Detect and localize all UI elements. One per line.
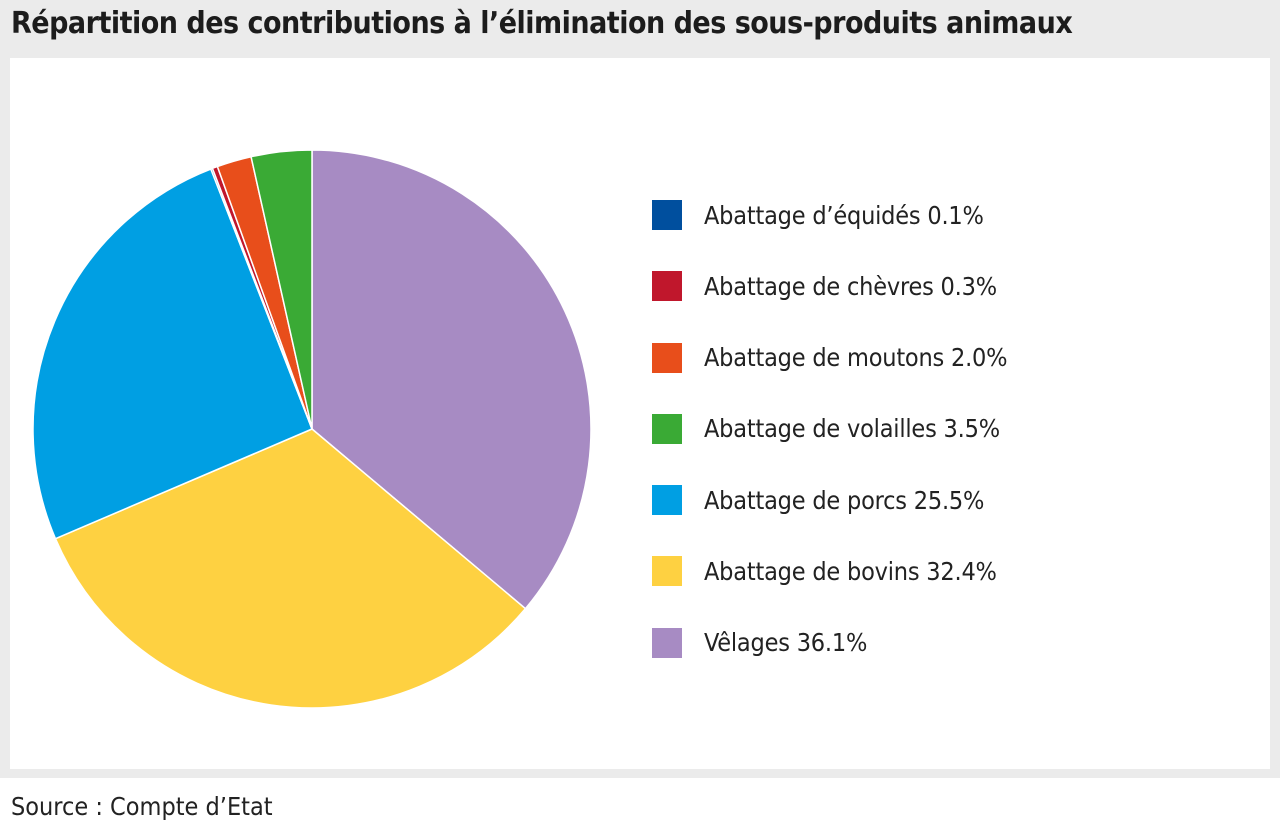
legend-item-abattage-de-moutons: Abattage de moutons 2.0% — [652, 340, 1008, 376]
pie-slice-velages — [311, 149, 592, 610]
pie-slice-abattage-de-bovins — [54, 428, 527, 709]
source-note: Source : Compte d’Etat — [11, 792, 273, 821]
chart-frame: Répartition des contributions à l’élimin… — [0, 0, 1280, 778]
legend-swatch — [652, 271, 682, 302]
legend-item-velages: Vêlages 36.1% — [652, 625, 1007, 661]
legend-label: Abattage d’équidés 0.1% — [704, 200, 984, 230]
pie-slice-abattage-de-volailles — [250, 149, 313, 430]
legend-label: Vêlages 36.1% — [704, 628, 868, 658]
legend-swatch — [652, 485, 682, 516]
legend-item-abattage-de-chevres: Abattage de chèvres 0.3% — [652, 268, 1007, 304]
legend-swatch — [652, 413, 682, 444]
legend-label: Abattage de porcs 25.5% — [704, 485, 985, 515]
legend-swatch — [652, 556, 682, 587]
pie-chart — [32, 149, 592, 709]
legend-swatch — [652, 342, 682, 373]
pie-slice-abattage-de-porcs — [32, 168, 313, 540]
chart-title: Répartition des contributions à l’élimin… — [11, 6, 1073, 41]
legend-item-abattage-de-volailles: Abattage de volailles 3.5% — [652, 411, 1007, 447]
legend: Abattage d’équidés 0.1% Abattage de chèvr… — [652, 197, 1008, 696]
legend-item-abattage-de-bovins: Abattage de bovins 32.4% — [652, 553, 1007, 589]
legend-swatch — [652, 627, 682, 658]
chart-panel: Abattage d’équidés 0.1% Abattage de chèvr… — [10, 58, 1270, 769]
legend-swatch — [652, 200, 682, 230]
legend-item-abattage-d-equides: Abattage d’équidés 0.1% — [652, 197, 1007, 233]
legend-label: Abattage de bovins 32.4% — [704, 556, 997, 586]
legend-label: Abattage de volailles 3.5% — [704, 414, 1000, 444]
legend-label: Abattage de chèvres 0.3% — [704, 271, 997, 301]
legend-label: Abattage de moutons 2.0% — [704, 343, 1008, 373]
legend-item-abattage-de-porcs: Abattage de porcs 25.5% — [652, 482, 1007, 518]
